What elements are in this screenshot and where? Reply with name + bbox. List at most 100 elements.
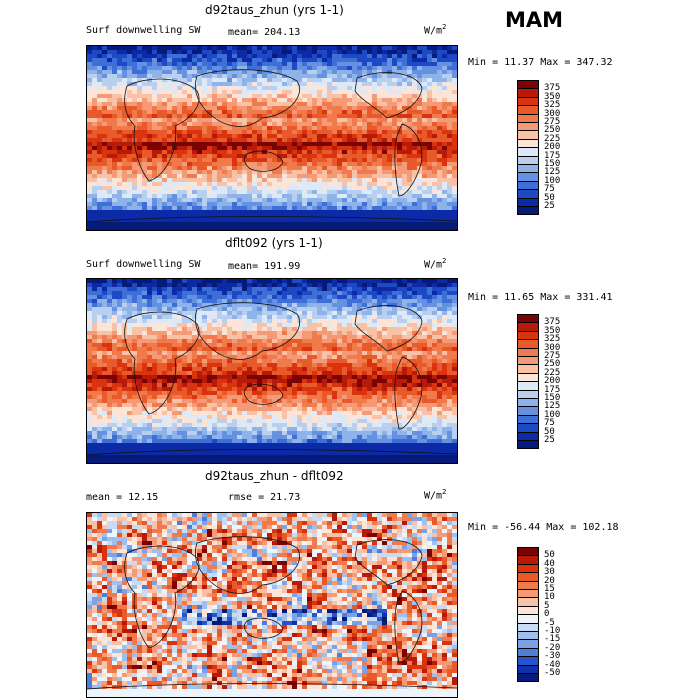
map-cell <box>452 319 457 324</box>
map-cell <box>447 114 453 119</box>
map-cell <box>172 222 178 227</box>
map-cell <box>387 202 393 207</box>
map-cell <box>442 198 448 203</box>
map-cell <box>377 174 383 179</box>
map-cell <box>102 218 108 223</box>
map-cell <box>317 142 323 147</box>
map-cell <box>362 303 368 308</box>
map-cell <box>362 94 368 99</box>
map-cell <box>442 323 448 328</box>
map-cell <box>292 130 298 135</box>
map-cell <box>327 46 333 51</box>
map-cell <box>412 279 418 284</box>
map-cell <box>417 66 423 71</box>
map-cell <box>312 186 318 191</box>
map-cell <box>212 291 218 296</box>
map-cell <box>252 202 258 207</box>
map-cell <box>102 299 108 304</box>
map-cell <box>152 359 158 364</box>
map-cell <box>157 162 163 167</box>
map-cell <box>287 194 293 199</box>
map-cell <box>187 319 193 324</box>
map-cell <box>132 98 138 103</box>
map-cell <box>92 186 98 191</box>
map-cell <box>132 279 138 284</box>
map-cell <box>262 202 268 207</box>
map-cell <box>172 54 178 59</box>
map-cell <box>382 82 388 87</box>
map-cell <box>102 295 108 300</box>
map-cell <box>272 218 278 223</box>
map-cell <box>257 70 263 75</box>
map-cell <box>367 303 373 308</box>
map-cell <box>232 122 238 127</box>
map-cell <box>422 170 428 175</box>
map-cell <box>357 186 363 191</box>
map-cell <box>327 359 333 364</box>
map-cell <box>207 218 213 223</box>
map-cell <box>192 174 198 179</box>
map-cell <box>367 291 373 296</box>
map-cell <box>352 142 358 147</box>
map-cell <box>247 98 253 103</box>
map-cell <box>377 58 383 63</box>
map-cell <box>322 106 328 111</box>
map-cell <box>87 351 93 356</box>
map-cell <box>152 62 158 67</box>
map-cell <box>447 307 453 312</box>
map-cell <box>197 106 203 111</box>
map-cell <box>452 303 457 308</box>
map-cell <box>172 138 178 143</box>
map-cell <box>217 198 223 203</box>
map-cell <box>387 291 393 296</box>
map-cell <box>377 323 383 328</box>
map-cell <box>177 130 183 135</box>
map-cell <box>207 186 213 191</box>
map-cell <box>257 74 263 79</box>
map-cell <box>112 174 118 179</box>
map-cell <box>222 94 228 99</box>
map-cell <box>202 90 208 95</box>
map-cell <box>257 66 263 71</box>
map-cell <box>202 70 208 75</box>
map-cell <box>242 118 248 123</box>
map-cell <box>292 194 298 199</box>
map-cell <box>162 114 168 119</box>
map-cell <box>102 186 108 191</box>
map-cell <box>112 170 118 175</box>
map-cell <box>387 98 393 103</box>
map-cell <box>127 66 133 71</box>
map-cell <box>212 299 218 304</box>
map-cell <box>262 283 268 288</box>
map-cell <box>242 303 248 308</box>
map-cell <box>337 315 343 320</box>
map-cell <box>452 86 457 91</box>
map-cell <box>412 351 418 356</box>
map-cell <box>212 351 218 356</box>
map-cell <box>407 154 413 159</box>
map-cell <box>307 355 313 360</box>
map-cell <box>137 287 143 292</box>
map-cell <box>242 66 248 71</box>
map-cell <box>112 299 118 304</box>
map-cell <box>197 194 203 199</box>
map-cell <box>212 279 218 284</box>
map-cell <box>102 359 108 364</box>
map-cell <box>102 343 108 348</box>
map-cell <box>122 303 128 308</box>
map-cell <box>422 134 428 139</box>
map-cell <box>262 182 268 187</box>
map-cell <box>322 210 328 215</box>
map-cell <box>87 118 93 123</box>
map-cell <box>142 134 148 139</box>
map-cell <box>332 218 338 223</box>
map-cell <box>352 335 358 340</box>
map-cell <box>242 162 248 167</box>
map-cell <box>397 134 403 139</box>
map-cell <box>322 222 328 227</box>
map-cell <box>437 279 443 284</box>
map-cell <box>387 226 393 230</box>
map-cell <box>197 118 203 123</box>
map-cell <box>217 130 223 135</box>
map-cell <box>232 307 238 312</box>
